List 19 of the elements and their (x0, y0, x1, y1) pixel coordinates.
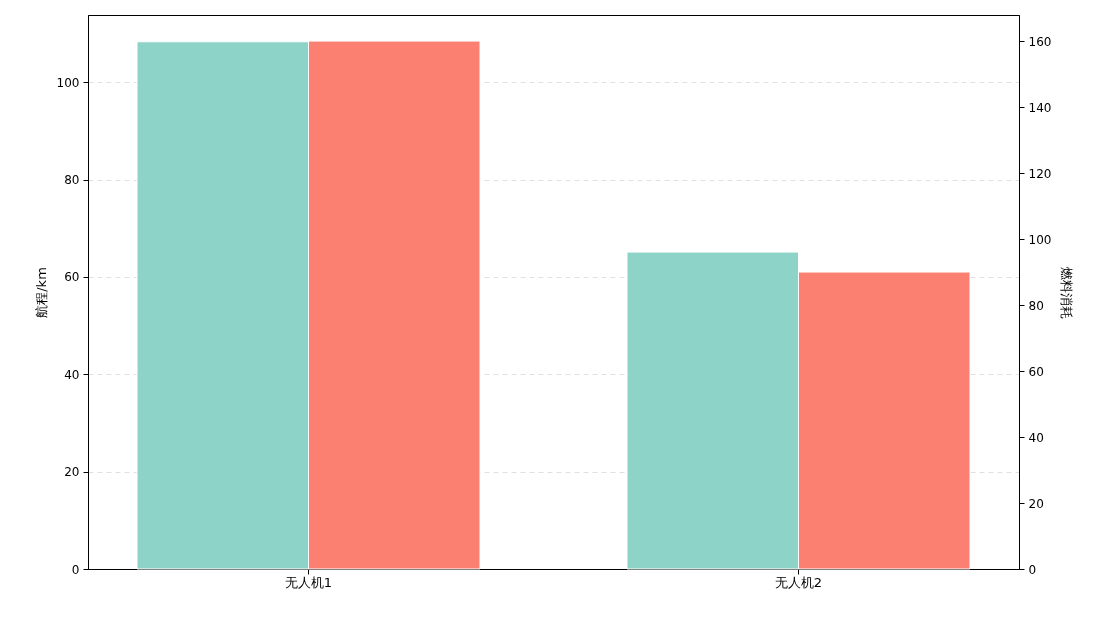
y2-tick-label: 160 (1028, 34, 1052, 49)
y-tick-label: 20 (64, 465, 80, 480)
y2-tick-label: 40 (1028, 430, 1044, 445)
y2-tick-label: 80 (1028, 298, 1044, 313)
y2-tick-label: 100 (1028, 232, 1052, 247)
y-tick-label: 100 (56, 75, 80, 90)
y-tick-label: 60 (64, 270, 80, 285)
y2-tick-label: 20 (1028, 496, 1044, 511)
y-tick-label: 80 (64, 173, 80, 188)
x-tick-label: 无人机2 (774, 574, 823, 590)
y2-tick-label: 60 (1028, 364, 1044, 379)
y2-tick-label: 120 (1028, 166, 1052, 181)
y2-tick-label: 140 (1028, 100, 1052, 115)
y-axis-title: 航程/km (33, 267, 49, 318)
x-tick-label: 无人机1 (284, 574, 333, 590)
y-tick-label: 0 (71, 562, 80, 577)
y2-axis-title: 燃料消耗 (1059, 266, 1075, 319)
y-tick-label: 40 (64, 367, 80, 382)
y2-tick-label: 0 (1028, 562, 1037, 577)
